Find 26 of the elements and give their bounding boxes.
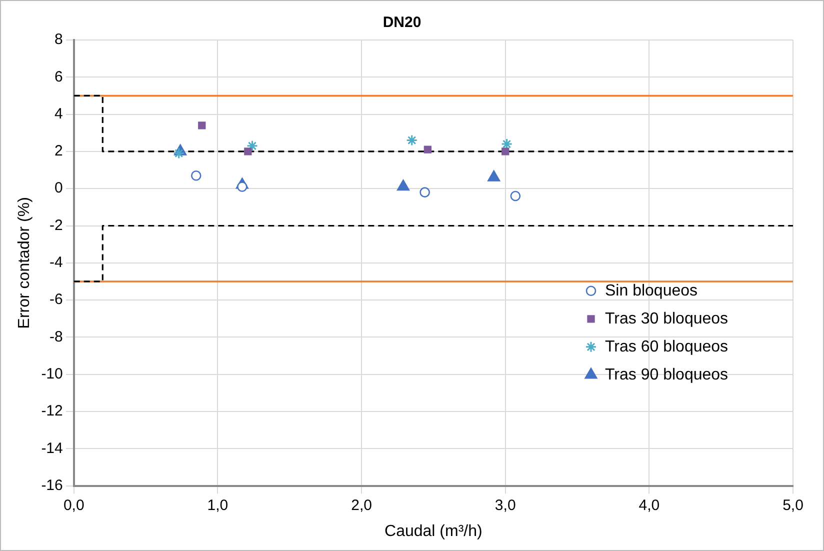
y-axis-title: Error contador (%) [16,197,34,329]
y-tick-label: -8 [50,328,63,346]
x-tick-label: 1,0 [207,496,228,514]
y-tick-label: -14 [41,440,63,457]
legend-label: Sin bloqueos [605,282,698,300]
y-tick-label: -2 [50,216,63,234]
legend-label: Tras 90 bloqueos [605,366,728,384]
y-tick-label: 6 [54,68,63,86]
y-tick-label: 8 [54,31,63,48]
y-tick-label: -4 [50,254,63,272]
chart-title: DN20 [382,14,422,32]
legend-label: Tras 30 bloqueos [605,310,728,328]
y-tick-label: -16 [41,476,63,494]
x-tick-label: 0,0 [63,496,84,514]
y-tick-label: 4 [54,105,63,122]
y-tick-label: -6 [50,291,63,308]
x-axis-title: Caudal (m³/h) [384,522,482,540]
x-tick-label: 2,0 [351,496,372,514]
x-tick-label: 5,0 [782,496,804,514]
y-tick-label: 2 [54,142,63,160]
x-tick-label: 3,0 [494,496,516,514]
y-tick-label: -10 [41,365,63,382]
y-tick-label: 0 [54,180,63,197]
legend-label: Tras 60 bloqueos [605,338,728,356]
x-tick-label: 4,0 [638,496,660,514]
y-tick-label: -12 [41,402,63,420]
